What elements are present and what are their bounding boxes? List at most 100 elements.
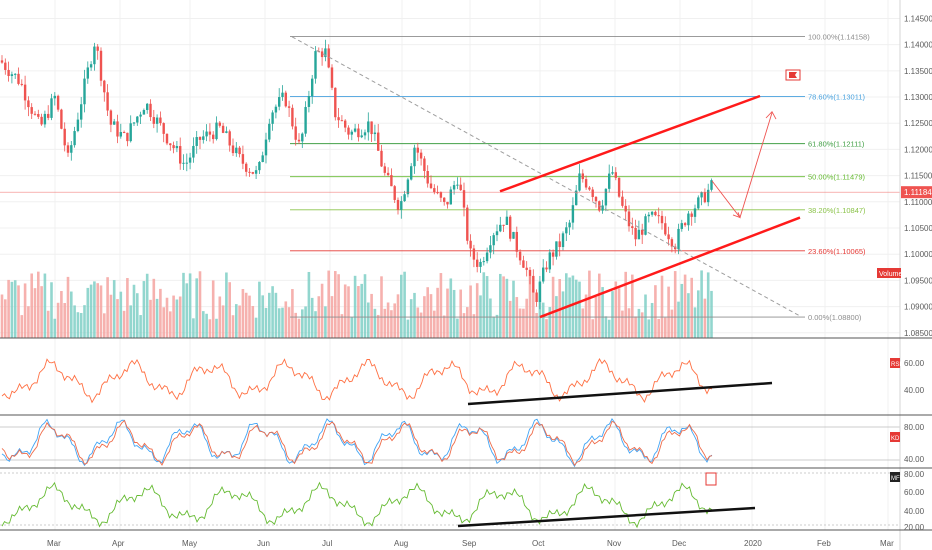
candle-body — [89, 64, 93, 68]
volume-bar — [640, 312, 644, 338]
volume-bar — [528, 275, 532, 338]
candle-body — [650, 211, 654, 215]
volume-bar — [654, 285, 657, 338]
candle-body — [284, 92, 287, 107]
volume-bar — [89, 284, 93, 338]
volume-bar — [116, 299, 119, 338]
candle-body — [76, 119, 80, 132]
time-tick-label: Dec — [672, 539, 686, 548]
volume-bar — [644, 294, 647, 338]
volume-bar — [93, 281, 96, 338]
candle-body — [182, 162, 185, 164]
candle-body — [106, 92, 109, 111]
time-tick-label: Jun — [257, 539, 270, 548]
volume-bar — [175, 299, 179, 338]
candle-body — [20, 83, 23, 85]
candle-body — [40, 116, 43, 125]
candle-body — [172, 145, 175, 149]
volume-bar — [30, 273, 33, 338]
stoch-badge-label: KD — [891, 436, 900, 442]
candle-body — [205, 131, 208, 137]
volume-bar — [373, 308, 377, 338]
volume-bar — [693, 307, 697, 338]
candle-body — [53, 95, 56, 99]
candle-body — [565, 227, 568, 234]
candle-body — [499, 224, 502, 232]
volume-bar — [706, 272, 710, 338]
volume-bar — [238, 305, 241, 338]
price-tick-label: 1.09000 — [904, 303, 932, 312]
price-tick-label: 1.14500 — [904, 14, 932, 23]
volume-bar — [357, 286, 360, 338]
candle-body — [126, 132, 129, 142]
candle-body — [350, 131, 353, 135]
candle-body — [60, 109, 63, 129]
time-tick-label: May — [182, 539, 197, 548]
volume-bar — [264, 307, 268, 338]
candle-body — [4, 62, 7, 70]
volume-bar — [106, 277, 109, 338]
candle-body — [568, 222, 571, 228]
volume-bar — [522, 308, 525, 338]
volume-bar — [27, 306, 30, 338]
candle-body — [532, 275, 535, 293]
volume-bar — [406, 319, 410, 338]
volume-bar — [472, 314, 476, 338]
volume-bar — [274, 292, 278, 338]
candlestick-series — [0, 39, 713, 310]
candle-body — [459, 184, 462, 191]
time-tick-label: Mar — [47, 539, 61, 548]
candle-body — [47, 113, 50, 118]
volume-bar — [73, 305, 76, 338]
candle-body — [221, 125, 225, 133]
candle-body — [452, 185, 456, 190]
candle-body — [357, 128, 360, 138]
volume-bar — [248, 295, 251, 338]
volume-bar — [136, 293, 139, 338]
volume-bar — [393, 303, 396, 338]
volume-bar — [185, 283, 189, 338]
candle-body — [23, 84, 27, 101]
candle-body — [175, 146, 179, 149]
candle-body — [169, 143, 172, 146]
candle-body — [489, 245, 492, 253]
candle-body — [433, 188, 436, 193]
candle-body — [469, 240, 472, 249]
candle-body — [136, 116, 139, 123]
volume-bar — [703, 298, 707, 338]
volume-bar — [502, 276, 505, 338]
volume-bar — [578, 281, 581, 338]
candle-body — [281, 92, 284, 98]
candle-body — [307, 96, 311, 107]
volume-bar — [235, 304, 238, 338]
mfi-scale-label: 80.00 — [904, 470, 925, 479]
volume-bar — [489, 298, 492, 338]
candle-body — [37, 113, 40, 117]
candle-body — [591, 189, 594, 197]
volume-bar — [687, 293, 690, 338]
candle-body — [485, 252, 489, 262]
candle-body — [122, 132, 126, 134]
volume-bar — [469, 285, 472, 338]
candle-body — [353, 128, 357, 132]
candle-body — [66, 145, 70, 153]
candle-body — [198, 137, 202, 140]
candle-body — [472, 248, 476, 260]
volume-bar — [337, 274, 340, 338]
candle-body — [96, 46, 99, 51]
candle-body — [683, 223, 687, 226]
candle-body — [0, 60, 4, 63]
candle-body — [254, 170, 258, 174]
candle-body — [188, 157, 192, 163]
volume-bar — [119, 291, 123, 338]
candle-body — [146, 103, 149, 111]
candle-body — [264, 139, 268, 156]
candle-body — [449, 189, 452, 205]
time-tick-label: Oct — [532, 539, 545, 548]
candle-body — [637, 229, 641, 240]
mfi-highlight-box — [705, 472, 717, 486]
candle-body — [258, 161, 261, 171]
volume-bar — [499, 273, 502, 338]
